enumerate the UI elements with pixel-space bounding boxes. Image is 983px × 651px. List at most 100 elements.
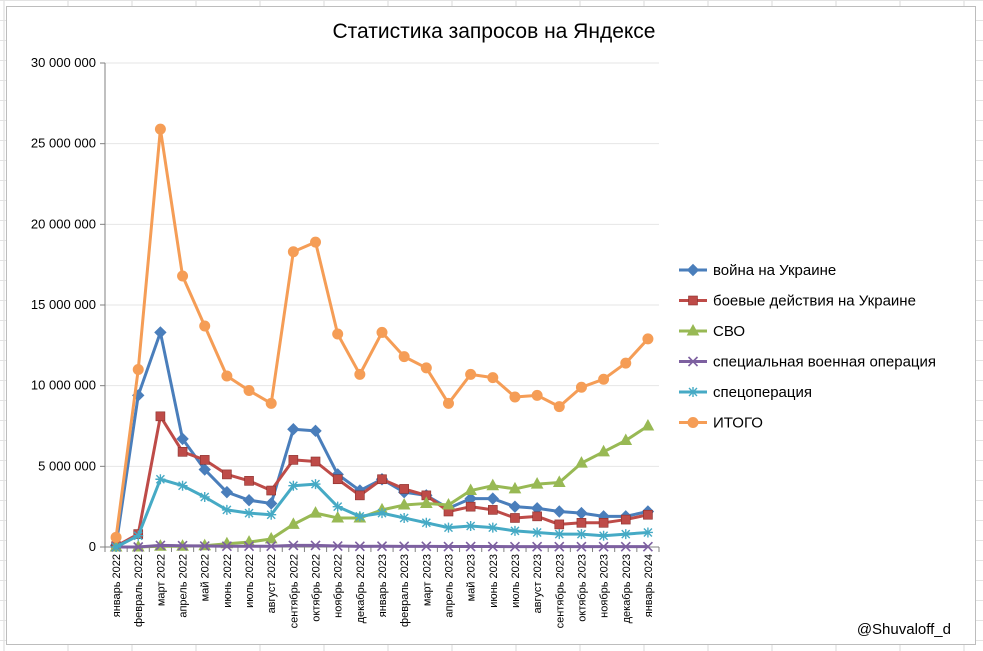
plot-area	[109, 123, 655, 553]
data-point	[154, 326, 167, 339]
data-point	[420, 362, 432, 374]
data-point	[487, 522, 498, 533]
legend-marker	[688, 387, 698, 397]
data-point	[354, 368, 366, 380]
data-point	[222, 469, 232, 480]
data-point	[287, 517, 300, 529]
data-point	[509, 541, 521, 552]
data-point	[576, 541, 587, 552]
series-4	[111, 540, 653, 553]
data-point	[221, 541, 232, 552]
data-point	[332, 501, 343, 512]
data-point	[510, 513, 520, 523]
series-line	[116, 424, 649, 549]
data-point	[509, 525, 520, 536]
x-tick-label: январь 2023	[377, 554, 389, 617]
data-point	[642, 333, 654, 345]
data-point	[354, 541, 365, 552]
author-credit: @Shuvaloff_d	[857, 621, 951, 638]
data-point	[598, 541, 609, 552]
data-point	[465, 368, 477, 380]
legend-item: боевые действия на Украине	[679, 293, 916, 310]
x-axis: январь 2022 февраль 2022 март 2022 апрель 2…	[104, 546, 660, 628]
data-point	[487, 505, 498, 515]
data-point	[133, 541, 144, 553]
legend-marker	[686, 323, 700, 336]
x-tick-label: июнь 2022	[222, 554, 234, 608]
y-tick-label: 15 000 000	[31, 297, 96, 312]
data-point	[176, 432, 189, 446]
data-point	[310, 236, 322, 248]
data-point	[443, 522, 454, 533]
y-tick-label: 5 000 000	[38, 458, 96, 473]
x-tick-label: январь 2024	[643, 554, 655, 617]
series-6	[110, 123, 654, 543]
x-tick-label: январь 2022	[111, 554, 123, 617]
data-point	[575, 456, 588, 468]
data-point	[221, 504, 232, 515]
data-point	[155, 474, 166, 485]
x-tick-label: декабрь 2022	[355, 554, 367, 623]
data-point	[177, 540, 188, 551]
legend-label: война на Украине	[713, 262, 836, 279]
data-point	[598, 517, 609, 528]
data-point	[310, 456, 321, 467]
data-point	[399, 484, 409, 494]
data-point	[198, 463, 211, 476]
data-point	[532, 511, 542, 522]
data-point	[332, 540, 343, 552]
data-point	[355, 490, 365, 501]
x-tick-label: декабрь 2023	[621, 554, 633, 623]
data-point	[620, 357, 632, 369]
data-point	[244, 476, 254, 486]
data-point	[508, 500, 522, 513]
legend-item: война на Украине	[679, 262, 836, 279]
data-point	[354, 511, 365, 522]
data-point	[332, 328, 344, 340]
data-point	[421, 541, 432, 552]
x-tick-label: июнь 2023	[488, 554, 500, 608]
data-point	[620, 514, 631, 525]
data-point	[464, 483, 477, 496]
data-point	[264, 497, 278, 510]
data-point	[442, 498, 455, 510]
x-tick-label: февраль 2022	[133, 554, 145, 627]
legend-marker	[688, 295, 698, 306]
data-point	[398, 351, 410, 363]
data-point	[310, 540, 321, 551]
legend-marker	[686, 263, 700, 277]
x-tick-label: ноябрь 2022	[333, 554, 345, 618]
data-point	[554, 541, 565, 552]
x-tick-label: сентябрь 2022	[288, 554, 300, 628]
y-tick-label: 0	[89, 539, 96, 554]
data-point	[554, 529, 565, 540]
data-point	[199, 540, 210, 552]
legend-label: специальная военная операция	[713, 354, 936, 371]
data-point	[465, 521, 476, 532]
x-tick-label: март 2023	[421, 554, 433, 606]
data-point	[243, 385, 255, 397]
chart-area[interactable]: Статистика запросов на Яндексе 0 5 000 00…	[6, 6, 976, 645]
data-point	[486, 478, 500, 491]
legend-label: СВО	[713, 323, 745, 340]
data-point	[419, 496, 433, 508]
data-point	[486, 492, 500, 505]
legend: война на Украине боевые действия на Украи…	[679, 262, 936, 432]
data-point	[377, 508, 387, 519]
data-point	[199, 320, 211, 332]
data-point	[442, 397, 454, 409]
data-point	[288, 480, 299, 491]
data-point	[399, 512, 410, 523]
data-point	[487, 372, 499, 384]
data-point	[397, 498, 411, 510]
data-point	[641, 418, 655, 431]
chart-title: Статистика запросов на Яндексе	[333, 20, 656, 43]
x-tick-label: июль 2022	[244, 554, 256, 608]
data-point	[155, 540, 166, 551]
data-point	[377, 474, 387, 485]
data-point	[619, 433, 633, 446]
x-tick-label: сентябрь 2023	[554, 554, 566, 628]
data-point	[154, 123, 166, 135]
data-point	[530, 477, 544, 489]
